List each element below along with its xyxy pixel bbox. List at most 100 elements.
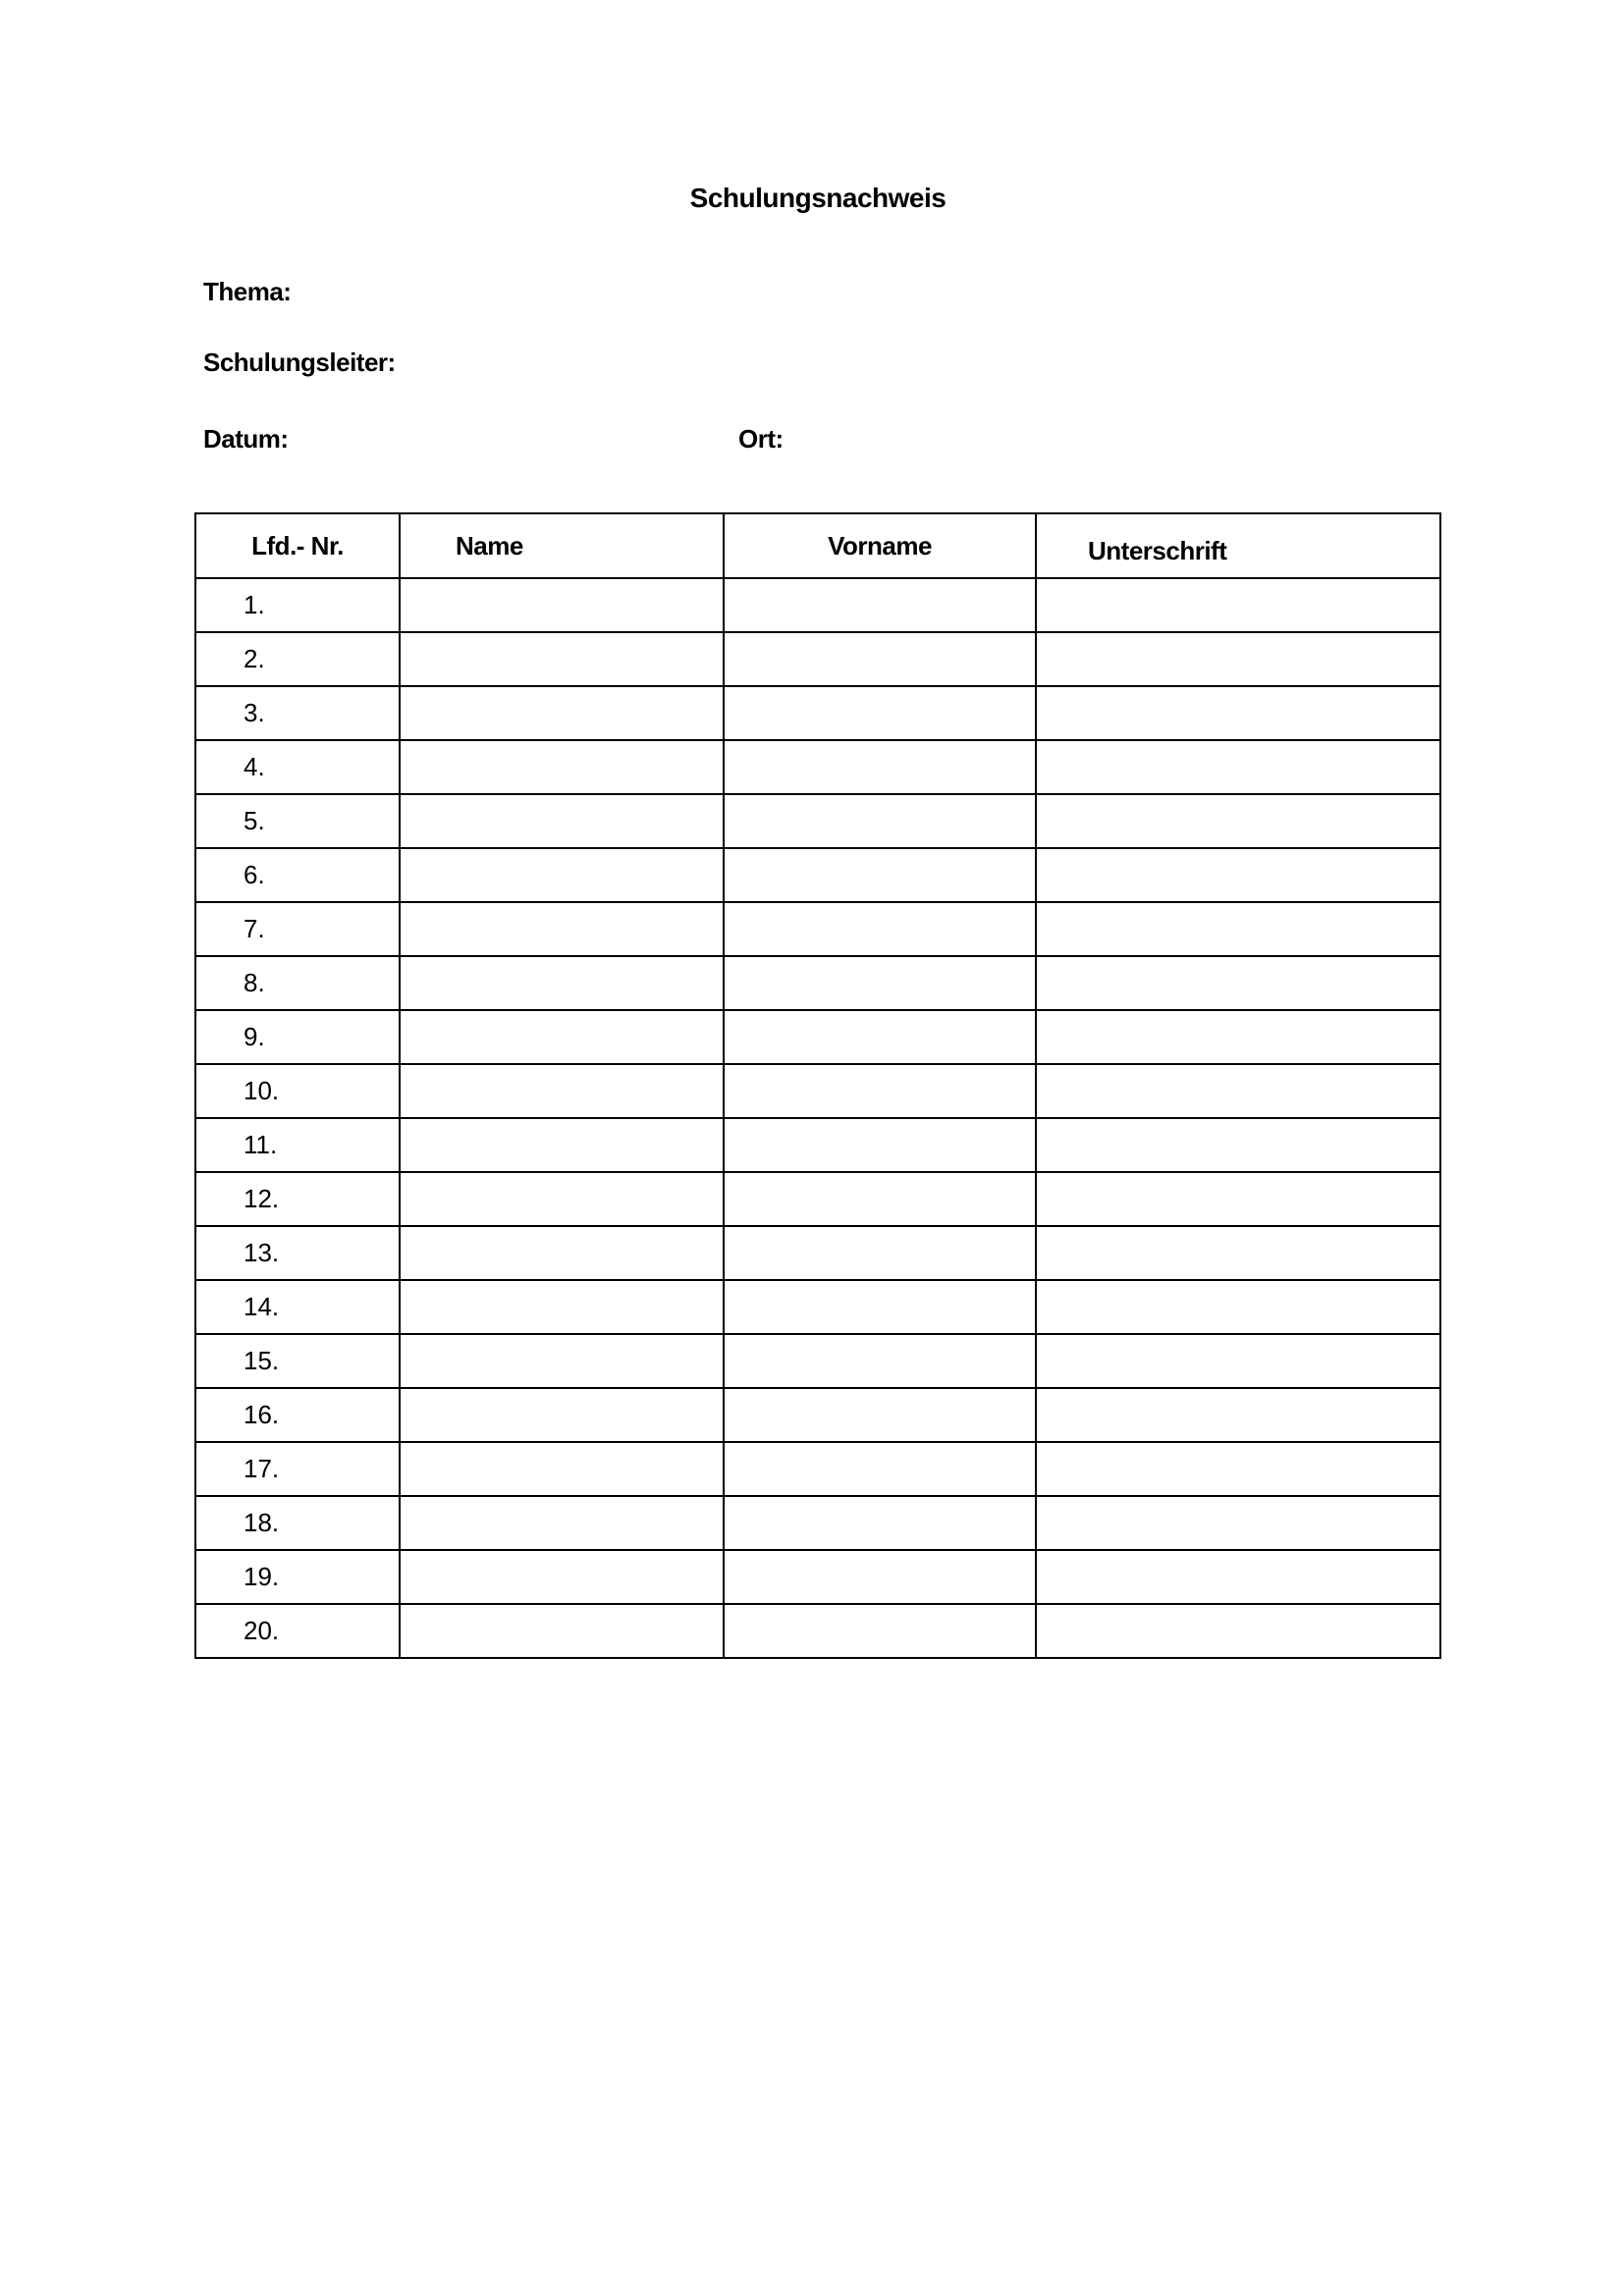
- unterschrift-cell[interactable]: [1035, 577, 1441, 633]
- name-cell[interactable]: [399, 1549, 725, 1605]
- row-number: 14.: [194, 1279, 401, 1335]
- vorname-cell[interactable]: [723, 1279, 1037, 1335]
- schulungsleiter-label: Schulungsleiter:: [203, 347, 396, 377]
- table-row: 15.: [194, 1333, 1441, 1389]
- row-number: 10.: [194, 1063, 401, 1119]
- vorname-cell[interactable]: [723, 955, 1037, 1011]
- unterschrift-cell[interactable]: [1035, 901, 1441, 957]
- table-row: 4.: [194, 739, 1441, 795]
- unterschrift-cell[interactable]: [1035, 1279, 1441, 1335]
- vorname-cell[interactable]: [723, 1495, 1037, 1551]
- vorname-cell[interactable]: [723, 793, 1037, 849]
- vorname-cell[interactable]: [723, 847, 1037, 903]
- name-cell[interactable]: [399, 1279, 725, 1335]
- vorname-cell[interactable]: [723, 1063, 1037, 1119]
- table-row: 5.: [194, 793, 1441, 849]
- name-cell[interactable]: [399, 1387, 725, 1443]
- unterschrift-cell[interactable]: [1035, 847, 1441, 903]
- name-cell[interactable]: [399, 631, 725, 687]
- name-cell[interactable]: [399, 1225, 725, 1281]
- row-number: 16.: [194, 1387, 401, 1443]
- name-cell[interactable]: [399, 1171, 725, 1227]
- name-cell[interactable]: [399, 577, 725, 633]
- unterschrift-cell[interactable]: [1035, 1387, 1441, 1443]
- unterschrift-cell[interactable]: [1035, 955, 1441, 1011]
- table-row: 20.: [194, 1603, 1441, 1659]
- unterschrift-cell[interactable]: [1035, 793, 1441, 849]
- vorname-cell[interactable]: [723, 1171, 1037, 1227]
- name-cell[interactable]: [399, 1009, 725, 1065]
- vorname-cell[interactable]: [723, 1603, 1037, 1659]
- row-number: 17.: [194, 1441, 401, 1497]
- unterschrift-cell[interactable]: [1035, 1009, 1441, 1065]
- name-cell[interactable]: [399, 847, 725, 903]
- row-number: 18.: [194, 1495, 401, 1551]
- table-row: 13.: [194, 1225, 1441, 1281]
- row-number: 15.: [194, 1333, 401, 1389]
- ort-label: Ort:: [738, 424, 784, 454]
- row-number: 9.: [194, 1009, 401, 1065]
- vorname-cell[interactable]: [723, 1387, 1037, 1443]
- unterschrift-cell[interactable]: [1035, 1171, 1441, 1227]
- row-number: 3.: [194, 685, 401, 741]
- unterschrift-cell[interactable]: [1035, 1063, 1441, 1119]
- header-name: Name: [399, 512, 725, 579]
- vorname-cell[interactable]: [723, 1009, 1037, 1065]
- unterschrift-cell[interactable]: [1035, 1225, 1441, 1281]
- unterschrift-cell[interactable]: [1035, 685, 1441, 741]
- name-cell[interactable]: [399, 955, 725, 1011]
- name-cell[interactable]: [399, 1117, 725, 1173]
- vorname-cell[interactable]: [723, 685, 1037, 741]
- vorname-cell[interactable]: [723, 1549, 1037, 1605]
- row-number: 1.: [194, 577, 401, 633]
- row-number: 6.: [194, 847, 401, 903]
- table-row: 16.: [194, 1387, 1441, 1443]
- unterschrift-cell[interactable]: [1035, 1441, 1441, 1497]
- row-number: 19.: [194, 1549, 401, 1605]
- row-number: 12.: [194, 1171, 401, 1227]
- unterschrift-cell[interactable]: [1035, 1603, 1441, 1659]
- vorname-cell[interactable]: [723, 901, 1037, 957]
- name-cell[interactable]: [399, 1333, 725, 1389]
- row-number: 11.: [194, 1117, 401, 1173]
- name-cell[interactable]: [399, 739, 725, 795]
- row-number: 7.: [194, 901, 401, 957]
- table-row: 7.: [194, 901, 1441, 957]
- name-cell[interactable]: [399, 1441, 725, 1497]
- unterschrift-cell[interactable]: [1035, 631, 1441, 687]
- vorname-cell[interactable]: [723, 1441, 1037, 1497]
- vorname-cell[interactable]: [723, 1225, 1037, 1281]
- table-row: 11.: [194, 1117, 1441, 1173]
- table-row: 17.: [194, 1441, 1441, 1497]
- unterschrift-cell[interactable]: [1035, 1495, 1441, 1551]
- name-cell[interactable]: [399, 793, 725, 849]
- name-cell[interactable]: [399, 1495, 725, 1551]
- unterschrift-cell[interactable]: [1035, 1333, 1441, 1389]
- row-number: 5.: [194, 793, 401, 849]
- table-row: 9.: [194, 1009, 1441, 1065]
- datum-label: Datum:: [203, 424, 289, 454]
- row-number: 4.: [194, 739, 401, 795]
- attendance-table: Lfd.- Nr. Name Vorname Unterschrift 1. 2.…: [194, 512, 1441, 1659]
- vorname-cell[interactable]: [723, 577, 1037, 633]
- table-row: 18.: [194, 1495, 1441, 1551]
- vorname-cell[interactable]: [723, 1333, 1037, 1389]
- name-cell[interactable]: [399, 901, 725, 957]
- row-number: 20.: [194, 1603, 401, 1659]
- table-row: 3.: [194, 685, 1441, 741]
- vorname-cell[interactable]: [723, 631, 1037, 687]
- unterschrift-cell[interactable]: [1035, 1549, 1441, 1605]
- name-cell[interactable]: [399, 1063, 725, 1119]
- table-row: 12.: [194, 1171, 1441, 1227]
- table-row: 6.: [194, 847, 1441, 903]
- name-cell[interactable]: [399, 1603, 725, 1659]
- header-lfd-nr: Lfd.- Nr.: [194, 512, 401, 579]
- unterschrift-cell[interactable]: [1035, 1117, 1441, 1173]
- page-title: Schulungsnachweis: [689, 183, 947, 213]
- table-row: 10.: [194, 1063, 1441, 1119]
- vorname-cell[interactable]: [723, 1117, 1037, 1173]
- vorname-cell[interactable]: [723, 739, 1037, 795]
- unterschrift-cell[interactable]: [1035, 739, 1441, 795]
- table-row: 2.: [194, 631, 1441, 687]
- name-cell[interactable]: [399, 685, 725, 741]
